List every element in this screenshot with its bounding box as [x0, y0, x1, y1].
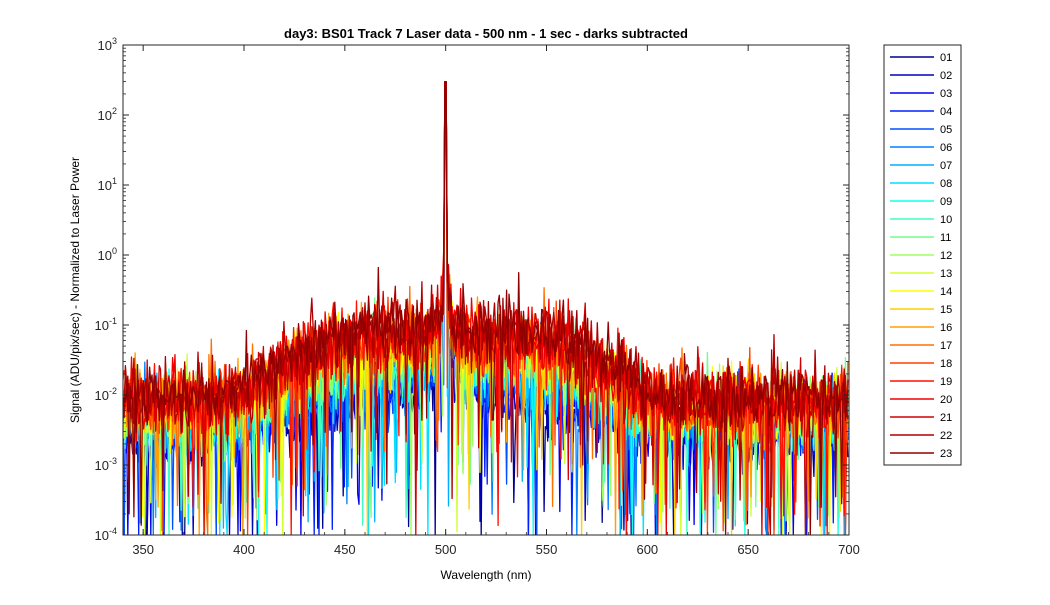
- y-tick-label: 101: [98, 176, 117, 193]
- x-tick-label: 350: [132, 542, 154, 557]
- y-tick-label: 103: [98, 36, 117, 53]
- y-tick-label: 10-2: [95, 386, 117, 403]
- y-tick-label: 10-1: [95, 316, 117, 333]
- legend-label-03: 03: [940, 88, 952, 100]
- series-lines: [123, 80, 849, 535]
- x-tick-label: 650: [737, 542, 759, 557]
- x-tick-label: 550: [536, 542, 558, 557]
- series-line-23: [123, 80, 849, 535]
- legend: 01 02 03 04 05 06 07 08 09 10 11 12 13 14 15 16 17 18 19 20…: [883, 44, 962, 466]
- legend-label-13: 13: [940, 268, 952, 280]
- legend-label-22: 22: [940, 430, 952, 442]
- legend-label-12: 12: [940, 250, 952, 262]
- legend-label-23: 23: [940, 448, 952, 460]
- y-tick-label: 10-4: [95, 526, 117, 543]
- legend-label-06: 06: [940, 142, 952, 154]
- legend-label-04: 04: [940, 106, 952, 118]
- legend-label-11: 11: [940, 232, 951, 244]
- legend-label-16: 16: [940, 322, 952, 334]
- legend-label-17: 17: [940, 340, 952, 352]
- x-tick-label: 500: [435, 542, 457, 557]
- legend-label-09: 09: [940, 196, 952, 208]
- legend-label-21: 21: [940, 412, 952, 424]
- legend-label-07: 07: [940, 160, 952, 172]
- legend-label-15: 15: [940, 304, 952, 316]
- y-tick-label: 10-3: [95, 456, 117, 473]
- y-tick-label: 102: [98, 106, 117, 123]
- x-tick-label: 700: [838, 542, 860, 557]
- legend-label-01: 01: [940, 52, 952, 64]
- x-tick-label: 450: [334, 542, 356, 557]
- legend-label-10: 10: [940, 214, 952, 226]
- x-axis-label: Wavelength (nm): [441, 568, 532, 582]
- x-tick-label: 600: [636, 542, 658, 557]
- legend-label-20: 20: [940, 394, 952, 406]
- legend-label-05: 05: [940, 124, 952, 136]
- plot-area: 350 400 450 500 550 600 650 700 10-4 10-3 10-2 10-1…: [95, 36, 860, 557]
- legend-label-02: 02: [940, 70, 952, 82]
- legend-label-18: 18: [940, 358, 952, 370]
- legend-label-14: 14: [940, 286, 952, 298]
- chart-title: day3: BS01 Track 7 Laser data - 500 nm -…: [284, 26, 688, 41]
- legend-label-08: 08: [940, 178, 952, 190]
- legend-label-19: 19: [940, 376, 952, 388]
- x-tick-label: 400: [233, 542, 255, 557]
- y-axis-label: Signal (ADU/pix/sec) - Normalized to Las…: [68, 157, 82, 423]
- y-tick-label: 100: [98, 246, 117, 263]
